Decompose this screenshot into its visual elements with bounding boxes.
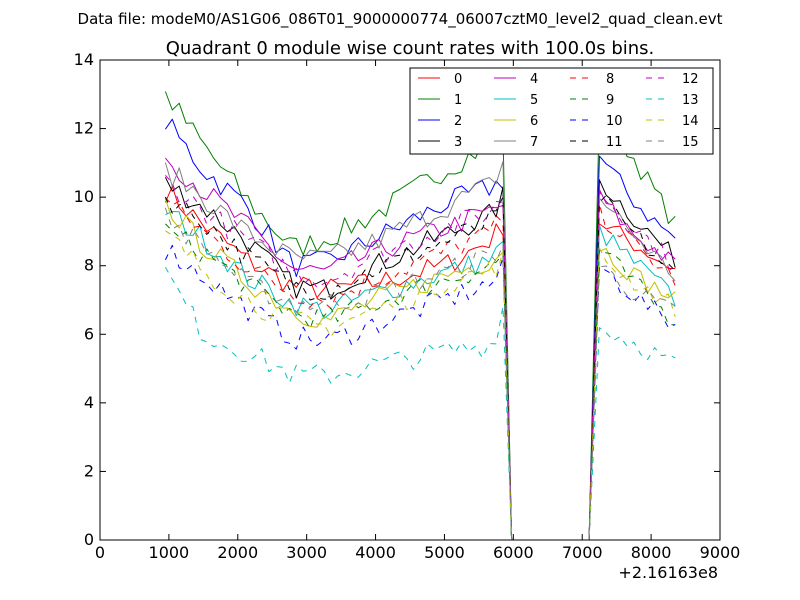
series-line-8: [165, 197, 676, 541]
series-line-9: [165, 223, 676, 541]
y-tick-label: 8: [84, 256, 94, 275]
series-line-2: [164, 118, 676, 541]
legend-label-12: 12: [682, 72, 699, 87]
data-file-title: Data file: modeM0/AS1G06_086T01_90000007…: [78, 10, 723, 29]
y-tick-label: 12: [74, 119, 94, 138]
legend-label-13: 13: [682, 93, 699, 108]
series-line-0: [164, 185, 676, 541]
series-line-5: [165, 211, 676, 541]
series-line-15: [164, 207, 676, 541]
legend-label-3: 3: [454, 135, 462, 150]
legend-label-6: 6: [530, 114, 538, 129]
x-tick-label: 8000: [631, 543, 672, 562]
legend-label-4: 4: [530, 72, 538, 87]
x-tick-label: 2000: [217, 543, 258, 562]
x-tick-label: 1000: [149, 543, 190, 562]
series-lines: [164, 91, 676, 541]
x-tick-label: 7000: [562, 543, 603, 562]
y-tick-label: 0: [84, 530, 94, 549]
series-line-12: [165, 175, 676, 541]
y-tick-label: 10: [74, 187, 94, 206]
series-line-4: [165, 157, 676, 541]
legend-label-9: 9: [606, 93, 614, 108]
y-tick-label: 2: [84, 461, 94, 480]
x-tick-label: 6000: [493, 543, 534, 562]
series-line-3: [164, 177, 676, 541]
x-tick-label: 5000: [424, 543, 465, 562]
x-tick-label: 4000: [355, 543, 396, 562]
x-tick-label: 9000: [700, 543, 741, 562]
series-line-6: [164, 198, 676, 541]
legend-label-0: 0: [454, 72, 462, 87]
legend-box: [409, 67, 714, 155]
chart-title: Quadrant 0 module wise count rates with …: [166, 38, 655, 59]
x-tick-label: 0: [95, 543, 105, 562]
x-tick-label: 3000: [286, 543, 327, 562]
series-line-14: [165, 230, 676, 541]
series-line-7: [164, 160, 676, 541]
axis-ticks: 0 1000 2000 3000 4000 5000 6000 7000 8000 9000 0 2 4…: [74, 50, 741, 562]
y-tick-label: 4: [84, 393, 94, 412]
legend-label-8: 8: [606, 72, 614, 87]
legend-label-2: 2: [454, 114, 462, 129]
legend-label-10: 10: [606, 114, 623, 129]
plot-frame: [99, 59, 721, 541]
series-line-13: [164, 266, 676, 541]
legend-label-14: 14: [682, 114, 699, 129]
legend-label-15: 15: [682, 135, 699, 150]
y-tick-label: 6: [84, 324, 94, 343]
series-line-11: [164, 194, 676, 541]
legend-label-7: 7: [530, 135, 538, 150]
legend-label-11: 11: [606, 135, 623, 150]
series-line-10: [164, 244, 676, 541]
x-offset-label: +2.16163e8: [618, 563, 718, 582]
legend-label-1: 1: [454, 93, 462, 108]
y-tick-label: 14: [74, 50, 94, 69]
legend-label-5: 5: [530, 93, 538, 108]
